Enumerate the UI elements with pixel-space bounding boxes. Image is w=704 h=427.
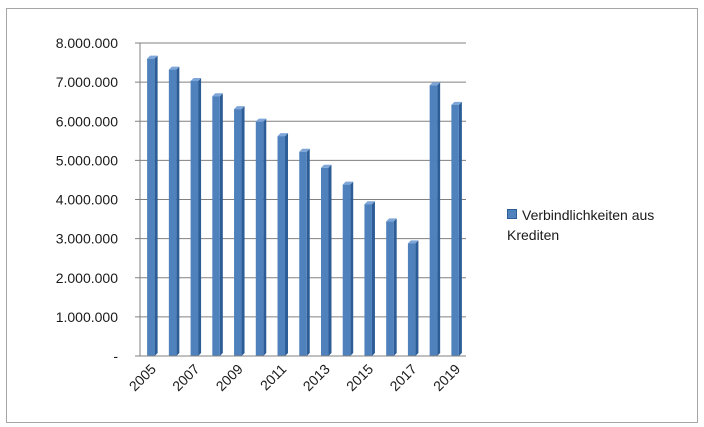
y-tick-labels: 8.000.000 7.000.000 6.000.000 5.000.000 4.00… xyxy=(56,35,119,364)
bar-side xyxy=(154,55,158,357)
bar-top xyxy=(277,133,289,137)
bar-2006 xyxy=(168,69,177,357)
bar-top xyxy=(212,93,223,97)
bar-2007 xyxy=(190,80,199,357)
bar-top xyxy=(407,240,419,244)
bar-side xyxy=(328,164,332,356)
x-tick-labels: 2005 2007 2009 2011 2013 2015 2017 2019 xyxy=(126,361,464,394)
y-tick-label: 4.000.000 xyxy=(56,192,118,208)
bar-side xyxy=(350,181,354,356)
bar-side xyxy=(437,82,441,356)
bar-2018 xyxy=(429,85,438,356)
bar-top xyxy=(234,106,245,110)
y-tick-label: 3.000.000 xyxy=(56,231,118,247)
bar-top xyxy=(386,218,397,222)
bar-side xyxy=(306,148,310,356)
y-tick-label: 7.000.000 xyxy=(56,74,118,90)
y-tick-label: 5.000.000 xyxy=(56,152,118,168)
x-tick-label: 2011 xyxy=(257,361,290,394)
bar-2011 xyxy=(277,136,286,356)
bar-2016 xyxy=(386,221,394,356)
x-tick-label: 2009 xyxy=(213,361,246,394)
legend-label-line2: Krediten xyxy=(507,227,560,243)
bar-top xyxy=(342,181,354,185)
bar-top xyxy=(190,77,202,81)
bar-2008 xyxy=(212,96,220,357)
bar-2019 xyxy=(451,104,459,356)
legend: Verbindlichkeiten aus Krediten xyxy=(507,205,704,245)
y-tick-label: - xyxy=(113,348,118,364)
y-tick-label: 8.000.000 xyxy=(56,35,118,51)
bar-chart: 8.000.000 7.000.000 6.000.000 5.000.000 4.00… xyxy=(56,35,466,394)
bar-side xyxy=(393,218,397,356)
bar-side xyxy=(285,133,289,356)
axes xyxy=(135,42,466,357)
x-tick-label: 2019 xyxy=(430,361,463,394)
x-tick-label: 2015 xyxy=(343,361,376,394)
bar-side xyxy=(263,118,267,356)
x-tick-label: 2005 xyxy=(126,361,159,394)
x-tick-label: 2017 xyxy=(386,361,419,394)
bar-2014 xyxy=(342,184,351,356)
x-tick-label: 2007 xyxy=(169,361,202,394)
bar-top xyxy=(168,66,180,70)
bar-side xyxy=(458,101,462,356)
chart-frame: 8.000.000 7.000.000 6.000.000 5.000.000 4.00… xyxy=(6,8,698,423)
bar-side xyxy=(415,240,419,356)
bar-top xyxy=(320,164,332,168)
bar-top xyxy=(364,201,375,205)
bar-2017 xyxy=(407,243,416,356)
bar-top xyxy=(451,101,462,105)
legend-label-line1: Verbindlichkeiten aus xyxy=(522,207,655,223)
bar-top xyxy=(147,55,158,59)
bar-2015 xyxy=(364,204,372,356)
bar-2005 xyxy=(147,58,155,357)
y-tick-label: 6.000.000 xyxy=(56,113,118,129)
bar-side xyxy=(176,66,180,357)
bar-top xyxy=(299,148,310,152)
legend-swatch xyxy=(507,209,517,219)
bar-top xyxy=(429,82,441,86)
bar-top xyxy=(255,118,267,122)
bar-side xyxy=(371,201,375,356)
bar-2013 xyxy=(320,167,329,356)
x-tick-label: 2013 xyxy=(300,361,333,394)
bar-side xyxy=(198,77,202,357)
bar-2012 xyxy=(299,151,307,356)
y-tick-label: 2.000.000 xyxy=(56,270,118,286)
bar-2009 xyxy=(234,109,242,356)
bar-side xyxy=(219,93,223,357)
bar-2010 xyxy=(255,121,264,356)
bars xyxy=(147,55,462,357)
y-tick-label: 1.000.000 xyxy=(56,309,118,325)
bar-side xyxy=(241,106,245,356)
